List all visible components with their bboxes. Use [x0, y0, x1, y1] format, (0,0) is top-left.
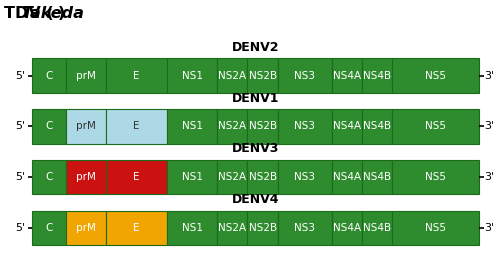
Text: NS4B: NS4B — [363, 172, 391, 182]
Text: NS4A: NS4A — [332, 172, 360, 182]
Bar — [32, 211, 66, 245]
Text: NS5: NS5 — [425, 70, 446, 80]
Text: NS5: NS5 — [425, 172, 446, 182]
Bar — [278, 211, 332, 245]
Bar — [278, 160, 332, 194]
Text: NS3: NS3 — [294, 70, 315, 80]
Text: NS5: NS5 — [425, 223, 446, 233]
Bar — [66, 109, 106, 143]
Bar — [392, 109, 480, 143]
Text: prM: prM — [76, 223, 96, 233]
Text: DENV4: DENV4 — [232, 193, 280, 206]
Text: NS3: NS3 — [294, 223, 315, 233]
Text: NS2B: NS2B — [248, 121, 276, 131]
Bar — [332, 58, 362, 93]
Text: NS1: NS1 — [182, 172, 203, 182]
Bar — [217, 58, 248, 93]
Bar — [278, 58, 332, 93]
Text: NS1: NS1 — [182, 223, 203, 233]
Text: 5': 5' — [16, 223, 26, 233]
Text: 5': 5' — [16, 172, 26, 182]
Text: NS3: NS3 — [294, 172, 315, 182]
Text: NS2A: NS2A — [218, 121, 246, 131]
Bar — [167, 211, 217, 245]
Text: E: E — [134, 223, 140, 233]
Text: NS2B: NS2B — [248, 70, 276, 80]
Bar — [248, 160, 278, 194]
Text: ): ) — [58, 6, 66, 21]
Text: C: C — [46, 172, 53, 182]
Bar — [167, 109, 217, 143]
Bar — [106, 211, 167, 245]
Bar — [217, 109, 248, 143]
Bar — [167, 160, 217, 194]
Text: NS5: NS5 — [425, 121, 446, 131]
Bar — [66, 211, 106, 245]
Text: E: E — [134, 121, 140, 131]
Text: NS2A: NS2A — [218, 223, 246, 233]
Bar — [106, 109, 167, 143]
Text: prM: prM — [76, 70, 96, 80]
Bar — [66, 58, 106, 93]
Text: NS1: NS1 — [182, 121, 203, 131]
Text: NS4A: NS4A — [332, 223, 360, 233]
Text: Takeda: Takeda — [21, 6, 84, 21]
Text: 3': 3' — [484, 70, 494, 80]
Text: NS2B: NS2B — [248, 172, 276, 182]
Bar — [278, 109, 332, 143]
Bar — [332, 211, 362, 245]
Text: NS4B: NS4B — [363, 223, 391, 233]
Text: NS4A: NS4A — [332, 70, 360, 80]
Bar — [217, 160, 248, 194]
Bar — [392, 160, 480, 194]
Text: prM: prM — [76, 121, 96, 131]
Text: C: C — [46, 223, 53, 233]
Bar — [362, 58, 392, 93]
Text: E: E — [134, 70, 140, 80]
Text: NS2B: NS2B — [248, 223, 276, 233]
Bar — [332, 160, 362, 194]
Bar — [32, 58, 66, 93]
Text: TDV (: TDV ( — [4, 6, 54, 21]
Bar — [167, 58, 217, 93]
Text: NS4A: NS4A — [332, 121, 360, 131]
Text: DENV2: DENV2 — [232, 41, 280, 54]
Bar — [248, 109, 278, 143]
Bar — [106, 160, 167, 194]
Text: NS4B: NS4B — [363, 121, 391, 131]
Bar — [248, 58, 278, 93]
Text: NS4B: NS4B — [363, 70, 391, 80]
Bar — [106, 58, 167, 93]
Text: prM: prM — [76, 172, 96, 182]
Bar — [392, 58, 480, 93]
Bar — [217, 211, 248, 245]
Bar — [362, 160, 392, 194]
Text: E: E — [134, 172, 140, 182]
Bar — [362, 211, 392, 245]
Text: 3': 3' — [484, 121, 494, 131]
Text: 3': 3' — [484, 172, 494, 182]
Text: C: C — [46, 121, 53, 131]
Text: DENV3: DENV3 — [232, 142, 280, 155]
Text: NS2A: NS2A — [218, 70, 246, 80]
Bar — [66, 160, 106, 194]
Bar — [332, 109, 362, 143]
Bar — [392, 211, 480, 245]
Text: 3': 3' — [484, 223, 494, 233]
Text: 5': 5' — [16, 70, 26, 80]
Bar — [32, 109, 66, 143]
Text: 5': 5' — [16, 121, 26, 131]
Bar — [32, 160, 66, 194]
Text: C: C — [46, 70, 53, 80]
Text: NS3: NS3 — [294, 121, 315, 131]
Bar — [248, 211, 278, 245]
Text: NS1: NS1 — [182, 70, 203, 80]
Bar — [362, 109, 392, 143]
Text: DENV1: DENV1 — [232, 92, 280, 104]
Text: NS2A: NS2A — [218, 172, 246, 182]
